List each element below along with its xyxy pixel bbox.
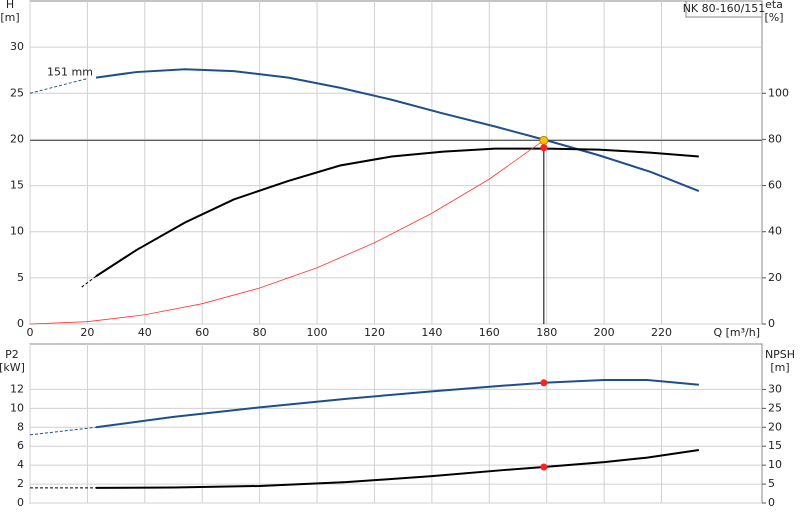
- y-tick-label: 30: [10, 40, 24, 53]
- curve: [95, 147, 699, 278]
- y-tick-label: 4: [17, 458, 24, 471]
- y2-tick-label: 0: [768, 496, 775, 509]
- y-tick-label: 2: [17, 477, 24, 490]
- y2-tick-label: 5: [768, 477, 775, 490]
- y-tick-label: 0: [17, 317, 24, 330]
- y2-axis-unit: [m]: [770, 361, 789, 374]
- y2-axis-label: eta: [765, 0, 783, 11]
- y2-tick-label: 10: [768, 458, 782, 471]
- y-axis-label: P2: [5, 348, 19, 361]
- x-tick-label: 160: [479, 326, 500, 339]
- y-tick-label: 6: [17, 439, 24, 452]
- duty-point: [540, 463, 548, 471]
- y-tick-label: 10: [10, 225, 24, 238]
- y2-tick-label: 15: [768, 439, 782, 452]
- y2-tick-label: 40: [768, 225, 782, 238]
- model-box: [685, 0, 763, 18]
- curve-annotation: 151 mm: [47, 66, 93, 79]
- x-tick-label: 120: [364, 326, 385, 339]
- y-axis-unit: [kW]: [0, 361, 25, 374]
- y2-tick-label: 30: [768, 382, 782, 395]
- x-tick-label: 200: [594, 326, 615, 339]
- duty-point: [540, 144, 548, 152]
- curve: [95, 68, 700, 193]
- operating-point: [539, 135, 549, 145]
- y-tick-label: 0: [17, 496, 24, 509]
- x-tick-label: 60: [195, 326, 209, 339]
- x-tick-label: 100: [307, 326, 328, 339]
- curve: [29, 78, 88, 94]
- y-tick-label: 15: [10, 179, 24, 192]
- y-tick-label: 20: [10, 132, 24, 145]
- y2-axis-label: NPSH: [765, 348, 795, 361]
- y-tick-label: 8: [17, 420, 24, 433]
- y2-tick-label: 20: [768, 271, 782, 284]
- x-tick-label: 20: [80, 326, 94, 339]
- y-tick-label: 12: [10, 382, 24, 395]
- x-tick-label: 40: [138, 326, 152, 339]
- y-tick-label: 5: [17, 271, 24, 284]
- x-tick-label: 220: [651, 326, 672, 339]
- y2-tick-label: 60: [768, 179, 782, 192]
- x-tick-label: 140: [421, 326, 442, 339]
- y2-tick-label: 80: [768, 132, 782, 145]
- y2-tick-label: 20: [768, 420, 782, 433]
- plot-frame: [29, 0, 763, 325]
- x-tick-label: 0: [27, 326, 34, 339]
- x-tick-label: 180: [536, 326, 557, 339]
- model-label: NK 80-160/151: [683, 2, 766, 15]
- y-tick-label: 25: [10, 86, 24, 99]
- y2-tick-label: 0: [768, 317, 775, 330]
- y-axis-unit: [m]: [0, 11, 19, 24]
- curve: [29, 140, 545, 325]
- x-axis-label: Q [m³/h]: [713, 326, 760, 339]
- y-tick-label: 10: [10, 401, 24, 414]
- x-tick-label: 80: [253, 326, 267, 339]
- curve: [81, 275, 97, 288]
- curve: [29, 426, 97, 436]
- y2-tick-label: 25: [768, 401, 782, 414]
- duty-point: [540, 379, 548, 387]
- y2-tick-label: 100: [768, 86, 789, 99]
- curve: [96, 449, 699, 489]
- y-axis-label: H: [6, 0, 14, 11]
- y2-axis-unit: [%]: [764, 11, 783, 24]
- curve: [95, 378, 699, 429]
